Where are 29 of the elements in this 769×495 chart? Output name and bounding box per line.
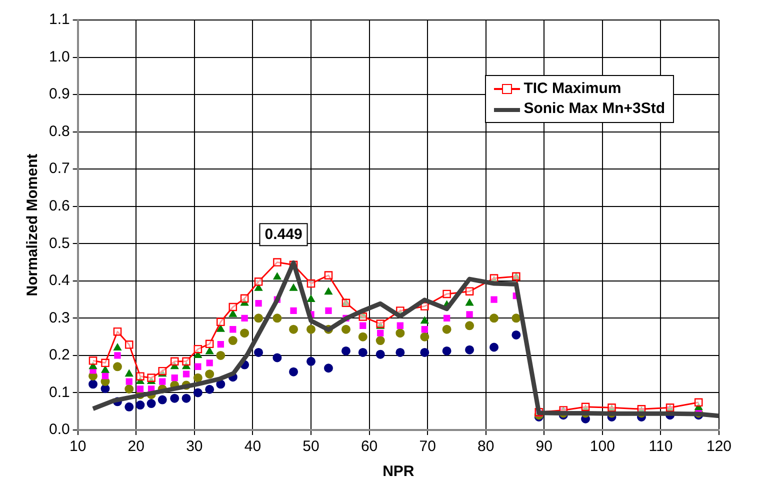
x-tick-label: 110	[648, 438, 673, 456]
y-tick-label: 0.3	[48, 309, 70, 326]
x-tick-label: 40	[244, 438, 262, 456]
y-axis-title: Normalized Moment	[24, 154, 42, 296]
y-tick-label: 1.0	[48, 48, 70, 66]
x-tick-label: 80	[478, 438, 494, 456]
y-tick-label: 0.7	[48, 160, 70, 178]
x-tick-label: 10	[70, 438, 86, 456]
legend-label: Sonic Max Mn+3Std	[524, 99, 665, 119]
x-tick-label: 120	[706, 438, 732, 456]
x-axis-title: NPR	[382, 463, 414, 480]
y-tick-label: 0.4	[48, 272, 70, 290]
x-tick-label: 50	[302, 438, 320, 456]
y-tick-label: 0.0	[48, 421, 70, 438]
x-tick-label: 60	[360, 438, 378, 456]
x-tick-label: 30	[186, 438, 203, 456]
x-tick-label: 90	[536, 438, 552, 456]
x-tick-label: 100	[590, 438, 615, 456]
x-tick-label: 70	[419, 438, 436, 456]
y-tick-label: 0.8	[48, 122, 70, 140]
y-tick-label: 0.5	[48, 234, 70, 252]
legend-label: TIC Maximum	[524, 79, 622, 99]
y-tick-label: 1.1	[48, 11, 70, 28]
y-tick-label: 0.9	[48, 86, 70, 103]
y-tick-label: 0.2	[48, 346, 70, 364]
annotation: 0.449	[264, 226, 302, 243]
y-tick-label: 0.6	[48, 198, 70, 215]
x-tick-label: 20	[128, 438, 144, 456]
y-tick-label: 0.1	[48, 384, 70, 401]
